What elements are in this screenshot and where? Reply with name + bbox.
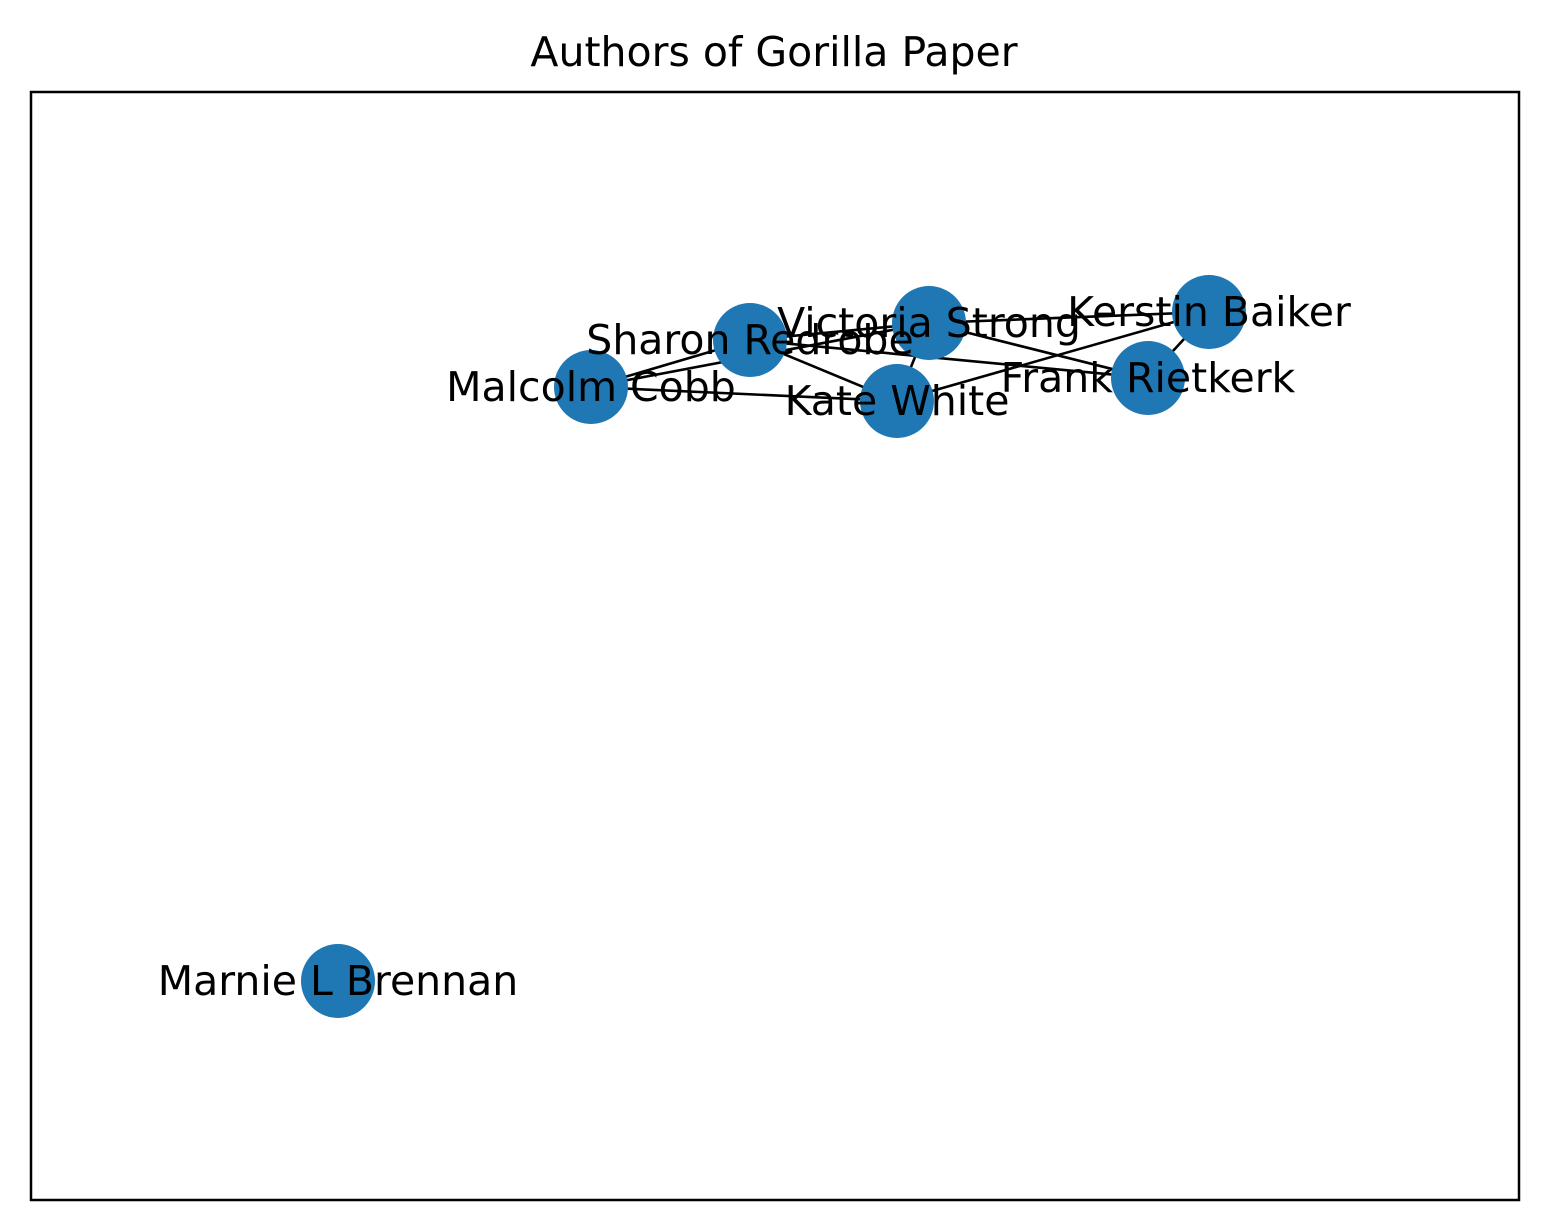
edge-sharon-redrobe-frank-rietkerk <box>749 338 1149 380</box>
plot-frame <box>29 90 1521 1202</box>
node-malcolm-cobb <box>554 350 628 424</box>
node-kerstin-baiker <box>1172 275 1246 349</box>
nodes-layer <box>301 275 1246 1018</box>
edge-malcolm-cobb-kate-white <box>590 385 898 403</box>
node-marnie-l-brennan <box>301 944 375 1018</box>
node-kate-white <box>860 364 934 438</box>
node-label-victoria-strong: Victoria Strong <box>777 299 1081 347</box>
node-frank-rietkerk <box>1111 341 1185 415</box>
edge-kate-white-kerstin-baiker <box>896 310 1210 403</box>
node-label-sharon-redrobe: Sharon Redrobe <box>586 316 913 364</box>
node-label-marnie-l-brennan: Marnie L Brennan <box>158 957 519 1005</box>
edge-victoria-strong-kerstin-baiker <box>928 310 1210 325</box>
node-label-frank-rietkerk: Frank Rietkerk <box>1001 354 1296 402</box>
edge-victoria-strong-frank-rietkerk <box>928 321 1149 380</box>
graph-title: Authors of Gorilla Paper <box>530 28 1017 76</box>
node-sharon-redrobe <box>713 303 787 377</box>
node-label-malcolm-cobb: Malcolm Cobb <box>446 363 736 411</box>
node-label-kerstin-baiker: Kerstin Baiker <box>1067 288 1351 336</box>
node-victoria-strong <box>892 286 966 360</box>
node-label-kate-white: Kate White <box>785 377 1010 425</box>
